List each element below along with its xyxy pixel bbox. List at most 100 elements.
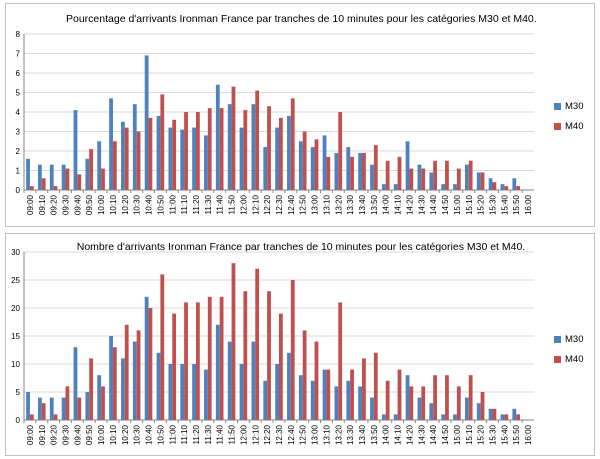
y-tick-label: 0 [16,186,21,195]
y-tick-label: 20 [11,304,20,313]
bar-m40 [136,330,141,420]
bar-m40 [409,386,414,420]
x-tick-label: 09:40 [73,194,82,215]
legend-item-m30: M30 [554,329,583,349]
x-tick-label: 16:00 [524,194,533,215]
legend-swatch-m40 [554,355,561,363]
x-tick-label: 09:00 [26,424,35,445]
bar-m40 [41,403,46,420]
bar-m40 [350,369,354,420]
bar-m30 [121,358,125,420]
x-tick-label: 12:10 [251,194,260,215]
bar-m30 [488,178,493,190]
bar-m30 [97,375,102,420]
x-tick-label: 12:00 [239,194,248,215]
x-tick-label: 10:20 [121,194,130,215]
x-tick-label: 12:50 [299,424,308,445]
bar-m30 [26,158,30,190]
x-tick-label: 14:10 [394,424,403,445]
x-tick-label: 14:20 [405,194,414,215]
bar-m30 [322,369,327,420]
bar-m40 [160,274,165,420]
bar-m40 [468,375,473,420]
bar-m30 [109,98,113,190]
x-tick-label: 12:00 [239,424,248,445]
bar-m30 [417,164,422,190]
x-tick-label: 14:40 [429,424,438,445]
x-tick-label: 11:40 [216,194,225,214]
x-tick-label: 13:10 [322,424,331,445]
bar-m30 [500,184,505,190]
bar-m40 [219,108,224,190]
bar-m30 [227,104,232,190]
x-tick-label: 11:50 [228,194,237,214]
bar-m40 [207,296,212,420]
bar-m40 [267,106,271,190]
bar-m30 [453,414,457,420]
bar-m30 [334,152,339,190]
bar-m40 [314,341,319,420]
bar-m30 [298,141,303,190]
x-tick-label: 15:30 [488,194,497,215]
x-tick-label: 09:30 [62,194,71,215]
bar-m30 [97,141,102,190]
x-tick-label: 14:40 [429,194,438,215]
x-tick-label: 15:00 [453,424,462,445]
y-tick-label: 4 [16,108,21,117]
legend-swatch-m30 [554,335,561,343]
bar-m30 [85,158,90,190]
bar-m40 [373,145,378,190]
y-tick-label: 6 [16,69,21,78]
bar-m30 [37,397,42,420]
y-tick-label: 15 [11,332,20,341]
bar-m40 [65,168,70,190]
legend-swatch-m30 [554,102,561,110]
x-tick-label: 11:00 [168,424,177,444]
bar-m30 [251,104,256,190]
y-tick-label: 8 [16,30,21,39]
bar-m30 [310,147,315,190]
x-tick-label: 10:10 [109,194,118,215]
x-tick-label: 10:50 [156,424,165,445]
bar-m40 [314,139,319,190]
x-tick-label: 15:00 [453,194,462,215]
bar-m30 [287,115,291,190]
bar-m40 [338,112,343,190]
bar-m30 [370,164,374,190]
x-tick-label: 09:50 [85,424,94,445]
bar-m40 [65,386,70,420]
x-tick-label: 10:00 [97,424,106,445]
bar-m40 [456,168,461,190]
bar-m30 [393,414,398,420]
bar-m40 [255,268,260,420]
x-tick-label: 13:30 [346,194,355,215]
legend-item-m40: M40 [554,349,583,369]
y-tick-label: 5 [16,388,21,397]
bar-m40 [338,302,343,420]
bar-m30 [26,392,30,420]
bar-m30 [441,184,446,190]
bar-m40 [290,98,295,190]
bar-m30 [109,336,113,420]
bar-m40 [504,414,509,420]
x-tick-label: 12:40 [287,424,296,445]
bar-m40 [445,160,449,190]
bar-m40 [124,324,129,420]
x-tick-label: 09:30 [62,424,71,445]
bar-m40 [373,352,378,420]
bar-m30 [156,352,161,420]
bar-m30 [121,121,125,190]
bar-m40 [433,160,437,190]
x-tick-label: 09:10 [38,424,47,445]
bar-m40 [112,141,117,190]
percentage-chart: Pourcentage d'arrivants Ironman France p… [5,3,595,227]
bar-m30 [61,164,66,190]
bar-m40 [279,117,283,190]
x-tick-label: 13:30 [346,424,355,445]
x-tick-label: 11:00 [168,194,177,214]
bar-m40 [362,358,366,420]
x-tick-label: 11:20 [192,424,201,444]
x-tick-label: 12:30 [275,194,284,215]
bar-m40 [112,347,117,420]
